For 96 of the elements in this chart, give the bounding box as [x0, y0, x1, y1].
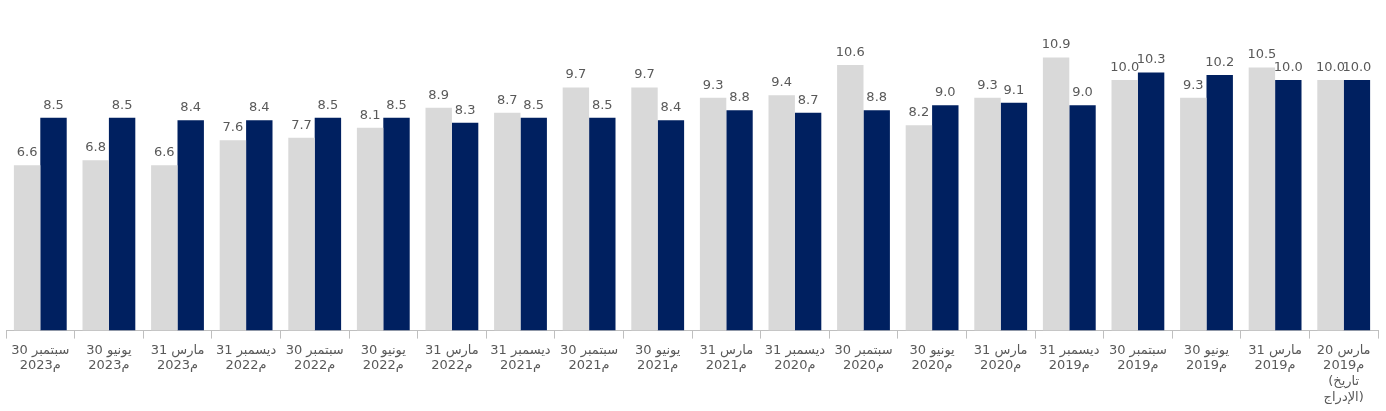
x-tick-label: 31 ديسمبر 2021م — [490, 341, 551, 373]
bar — [288, 137, 315, 331]
bar — [246, 120, 273, 331]
bar — [383, 117, 410, 331]
data-label: 10.9 — [1041, 36, 1071, 52]
bar — [425, 107, 452, 331]
data-label: 9.3 — [977, 76, 998, 92]
data-label: 9.0 — [1072, 84, 1093, 100]
x-tick-label: 30 سبتمبر 2019م — [1108, 341, 1167, 373]
data-label: 8.4 — [180, 99, 202, 115]
data-label: 8.1 — [359, 106, 381, 122]
bar — [1343, 80, 1371, 331]
data-label: 6.8 — [85, 139, 107, 155]
bar — [974, 97, 1001, 331]
bar — [589, 117, 616, 331]
bar — [451, 122, 479, 331]
data-label: 9.1 — [1003, 81, 1025, 97]
bar — [905, 125, 933, 331]
bar — [726, 110, 753, 331]
data-label: 7.6 — [222, 119, 244, 135]
data-label: 9.7 — [634, 66, 655, 82]
bar — [699, 97, 727, 331]
data-label: 10.0 — [1316, 58, 1345, 74]
bar — [314, 117, 342, 331]
bar — [40, 117, 67, 331]
bar — [1000, 102, 1028, 331]
x-tick-label: 31 مارس 2019م — [1248, 341, 1302, 373]
data-label: 9.0 — [934, 84, 956, 100]
bar — [1275, 80, 1302, 331]
bar — [13, 165, 41, 331]
data-label: 8.8 — [866, 89, 888, 105]
data-label: 6.6 — [16, 144, 38, 160]
data-label: 9.3 — [1182, 76, 1204, 92]
data-label: 8.2 — [908, 104, 930, 120]
bar — [219, 140, 247, 331]
data-label: 8.5 — [386, 96, 407, 112]
data-label: 7.7 — [291, 116, 312, 132]
data-label: 8.7 — [797, 91, 819, 107]
data-label: 8.5 — [111, 96, 133, 112]
bar — [1206, 75, 1233, 331]
data-label: 8.5 — [317, 96, 339, 112]
bar — [794, 112, 822, 331]
bar — [657, 120, 685, 331]
x-tick-label: 31 مارس 2022م — [425, 341, 479, 373]
bar — [1248, 67, 1276, 331]
data-label: 8.9 — [428, 86, 450, 102]
bar — [177, 120, 204, 331]
data-label: 9.7 — [565, 66, 587, 82]
bar — [151, 165, 178, 331]
bar — [1137, 72, 1165, 331]
data-label: 8.4 — [660, 99, 682, 115]
bar — [1042, 57, 1070, 331]
x-tick-label: 30 يونيو 2019م — [1183, 341, 1230, 373]
data-label: 10.2 — [1205, 53, 1235, 69]
x-tick-label: 31 ديسمبر 2022م — [215, 341, 277, 373]
bar — [837, 65, 864, 331]
x-tick-label: 30 يونيو 2021م — [635, 341, 681, 373]
x-tick-label: 31 مارس 2020م — [973, 341, 1028, 373]
bar — [520, 117, 547, 331]
bar — [1317, 80, 1344, 331]
data-label: 10.0 — [1110, 58, 1140, 74]
bar — [562, 87, 590, 331]
data-label: 8.4 — [248, 99, 270, 115]
x-tick-label: 30 سبتمبر 2021م — [560, 341, 619, 373]
bar — [108, 117, 136, 331]
bar — [932, 105, 959, 331]
bar — [863, 110, 890, 331]
bar — [356, 127, 384, 331]
data-label: 6.6 — [153, 144, 175, 160]
bar — [82, 160, 109, 331]
x-tick-label: 30 يونيو 2020م — [909, 341, 956, 373]
x-tick-label: 31 مارس 2023م — [150, 341, 205, 373]
x-tick-label: 31 ديسمبر 2020م — [764, 341, 826, 373]
x-tick-label: 30 سبتمبر 2022م — [285, 341, 344, 373]
data-label: 8.8 — [729, 89, 750, 105]
x-tick-label: 30 سبتمبر 2020م — [834, 341, 893, 373]
x-tick-label: 30 يونيو 2023م — [86, 341, 132, 373]
x-tick-label: 31 ديسمبر 2019م — [1039, 341, 1100, 373]
data-label: 9.4 — [771, 74, 793, 89]
x-tick-label: 30 يونيو 2022م — [360, 341, 407, 373]
bar — [768, 95, 795, 331]
x-tick-label: 30 سبتمبر 2023م — [11, 341, 70, 373]
data-label: 8.3 — [454, 101, 476, 117]
bar — [1180, 97, 1207, 331]
bar — [1111, 80, 1138, 331]
data-label: 8.5 — [591, 96, 613, 112]
data-label: 10.6 — [835, 43, 865, 59]
x-tick-label: 31 مارس 2021م — [699, 341, 754, 373]
bar — [631, 87, 658, 331]
data-label: 9.3 — [702, 76, 724, 92]
x-tick-label: 20 مارس 2019م (تاريخ الإدراج) — [1316, 341, 1371, 405]
data-label: 8.5 — [523, 96, 545, 112]
bar — [494, 112, 521, 331]
data-label: 8.7 — [496, 91, 518, 107]
data-label: 8.5 — [43, 96, 64, 112]
bar — [1069, 105, 1096, 331]
